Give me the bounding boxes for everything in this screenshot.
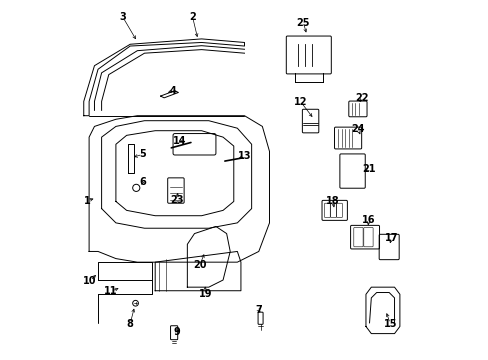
Text: 13: 13 [237,151,251,161]
Text: 9: 9 [173,327,180,337]
Text: 4: 4 [169,86,176,96]
Text: 11: 11 [103,287,117,296]
Text: 12: 12 [294,97,307,107]
Text: 5: 5 [139,149,146,159]
Text: 7: 7 [255,305,262,315]
Text: 14: 14 [172,136,186,146]
Text: 2: 2 [189,13,196,22]
Text: 16: 16 [361,215,375,225]
Text: 6: 6 [139,177,146,187]
Text: 1: 1 [84,196,90,206]
Text: 8: 8 [126,319,133,329]
Text: 17: 17 [384,233,398,243]
Text: 21: 21 [361,164,375,174]
Text: 15: 15 [383,319,396,329]
Text: 18: 18 [325,197,339,206]
Text: 19: 19 [198,289,211,299]
Text: 23: 23 [169,195,183,204]
Text: 24: 24 [351,124,364,134]
Text: 25: 25 [296,18,309,28]
Text: 10: 10 [83,276,97,286]
Text: 3: 3 [120,13,126,22]
Text: 22: 22 [355,93,368,103]
Text: 20: 20 [193,260,206,270]
